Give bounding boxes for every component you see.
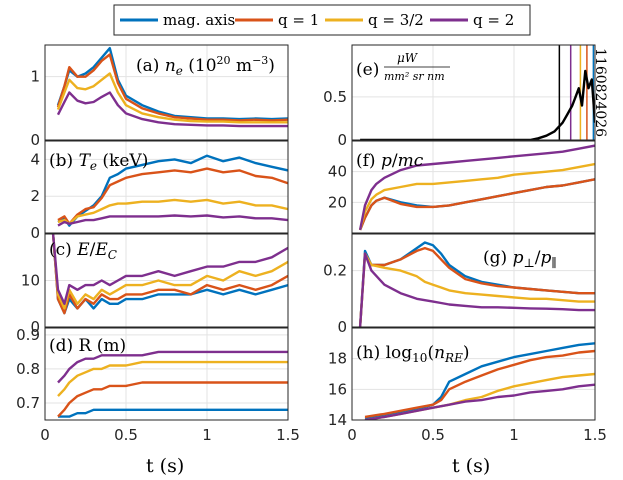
series-line-q-3-2	[358, 252, 595, 327]
x-tick-label: 1	[202, 426, 212, 444]
series-line-q-1	[358, 246, 595, 327]
series-line-q-1	[358, 178, 595, 231]
y-tick-label: 2	[30, 187, 40, 205]
legend-label-mag-axis: mag. axis	[163, 11, 235, 29]
y-tick-label: 0.9	[16, 326, 40, 344]
series-line-q-2	[57, 214, 288, 227]
series-line-q-3-2	[51, 234, 288, 310]
y-tick-label: 14	[328, 411, 347, 429]
panel-h-runaway-density: 14 16 18 0 0.5 1 1.5	[328, 327, 607, 444]
series-line-q-1	[56, 53, 288, 122]
axes-frame	[351, 140, 596, 234]
y-tick-label: 0.7	[16, 394, 40, 412]
legend: mag. axis q = 1 q = 3/2 q = 2	[113, 4, 531, 36]
y-tick-label: 0.5	[323, 88, 347, 106]
panel-e-spectrum: 00.5	[323, 44, 596, 149]
x-tick-label: 0	[347, 426, 357, 444]
panel-a-title: (a) ne (1020 m−3)	[136, 54, 275, 78]
series-line-q-3-2	[57, 360, 288, 397]
series-line-q-3-2	[57, 198, 288, 226]
series-line-mag-axis	[364, 342, 595, 420]
series-line-q-1	[51, 234, 288, 315]
axes-frame	[44, 44, 289, 141]
y-tick-label: 20	[328, 193, 347, 211]
y-tick-label: 16	[328, 380, 347, 398]
panel-e-unit-fraction: μW mm² sr nm	[384, 51, 450, 83]
axes-frame	[351, 233, 596, 328]
y-tick-label: 4	[30, 150, 40, 168]
series-line-q-2	[358, 144, 595, 231]
x-tick-label: 1.5	[583, 426, 607, 444]
svg-text:μW: μW	[397, 51, 419, 65]
panel-d-title: (d) R (m)	[49, 336, 126, 356]
series-line-q-1	[57, 167, 288, 226]
series-line-q-3-2	[358, 162, 595, 231]
panel-g-pitch-ratio: 00.2	[323, 233, 596, 336]
panel-f-title: (f) p/mc	[356, 151, 424, 171]
axes-frame	[44, 140, 289, 234]
series-line-q-2	[51, 234, 288, 305]
panel-a-density: 01	[30, 44, 289, 149]
y-tick-label: 0	[30, 318, 40, 336]
panel-b-title: (b) Te (keV)	[49, 151, 148, 173]
series-line-mag-axis	[51, 234, 288, 315]
x-tick-label: 0.5	[421, 426, 445, 444]
y-tick-label: 40	[328, 163, 347, 181]
svg-text:mm² sr nm: mm² sr nm	[384, 70, 445, 83]
y-tick-label: 0	[30, 131, 40, 149]
y-tick-label: 18	[328, 350, 347, 368]
axes-frame	[44, 233, 289, 328]
panel-c-title: (c) E/EC	[49, 240, 117, 262]
legend-label-q1: q = 1	[278, 11, 319, 29]
x-tick-label: 1.5	[276, 426, 300, 444]
panel-c-electric-field: 0 10	[21, 233, 289, 336]
panel-b-temperature: 0 2 4	[30, 140, 289, 242]
series-line-q-3-2	[56, 72, 288, 124]
x-tick-label: 0	[40, 426, 50, 444]
y-tick-label: 10	[21, 272, 40, 290]
y-tick-label: 0	[337, 318, 347, 336]
panel-d-radius: 0.7 0.8 0.9 0 0.5 1 1.5	[16, 326, 300, 444]
series-line-signal	[360, 69, 595, 140]
series-line-q-2	[364, 383, 595, 420]
legend-label-q2: q = 2	[473, 11, 514, 29]
axes-frame	[351, 327, 596, 421]
axes-frame	[44, 327, 289, 421]
series-line-q-2	[358, 252, 595, 327]
y-tick-label: 0.8	[16, 360, 40, 378]
x-axis-label-left: t (s)	[146, 455, 184, 477]
x-tick-label: 0.5	[114, 426, 138, 444]
y-tick-label: 1	[30, 68, 40, 86]
y-tick-label: 0.2	[323, 262, 347, 280]
series-line-q-2	[57, 350, 288, 384]
series-line-q-2	[56, 91, 288, 128]
panel-g-title: (g) p⊥/p∥	[483, 248, 557, 270]
series-line-q-1	[57, 381, 288, 418]
panel-e-title: (e)	[356, 60, 379, 80]
legend-label-q3-2: q = 3/2	[368, 11, 424, 29]
axes-frame	[351, 44, 596, 141]
panel-h-title: (h) log10(nRE)	[356, 343, 469, 365]
x-tick-label: 1	[509, 426, 519, 444]
x-axis-label-right: t (s)	[452, 455, 490, 477]
y-tick-label: 0	[30, 224, 40, 242]
series-line-q-1	[364, 349, 595, 419]
shot-number: 1160824026	[592, 48, 608, 137]
y-tick-label: 0	[337, 131, 347, 149]
series-line-mag-axis	[58, 408, 288, 418]
